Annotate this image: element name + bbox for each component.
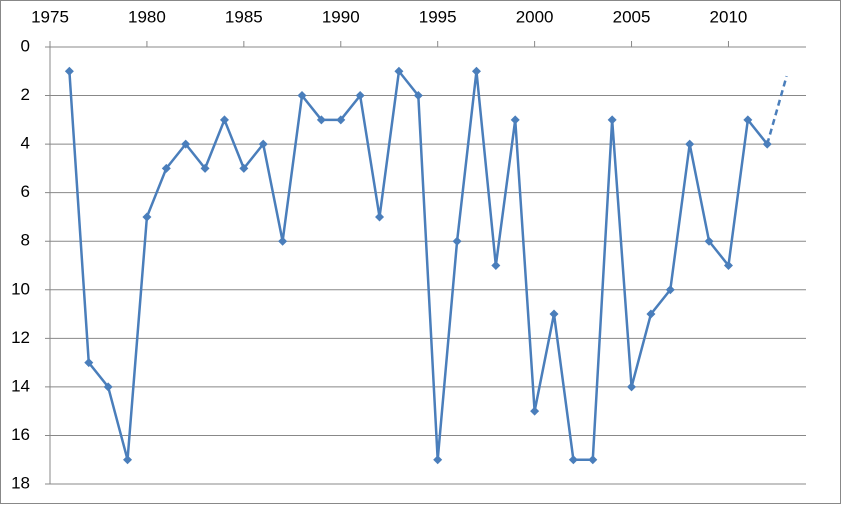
data-point <box>723 261 733 270</box>
data-point <box>665 285 675 295</box>
data-point <box>704 236 714 246</box>
data-point <box>336 115 346 125</box>
y-tick-label: 8 <box>21 231 30 250</box>
data-point <box>471 66 481 76</box>
data-point <box>452 236 462 246</box>
y-tick-label: 2 <box>21 85 30 104</box>
data-point <box>278 236 288 246</box>
x-tick-label: 2010 <box>710 7 748 26</box>
data-point <box>510 115 520 125</box>
projection-line <box>766 75 788 145</box>
y-tick-label: 12 <box>11 328 30 347</box>
data-point <box>646 309 656 319</box>
x-tick-label: 2005 <box>613 7 651 26</box>
data-point <box>84 358 94 368</box>
data-point <box>103 382 113 392</box>
x-tick-label: 2000 <box>516 7 554 26</box>
data-point <box>588 455 598 465</box>
y-tick-label: 4 <box>21 134 30 153</box>
y-tick-label: 0 <box>21 36 30 55</box>
data-point <box>316 115 326 125</box>
data-point <box>258 139 268 149</box>
y-tick-label: 14 <box>11 376 30 395</box>
data-point <box>627 382 637 392</box>
data-point <box>549 309 559 319</box>
data-point <box>123 455 133 465</box>
data-point <box>433 455 443 465</box>
data-point <box>743 115 753 125</box>
data-point <box>200 163 210 173</box>
data-point <box>491 261 501 270</box>
x-tick-label: 1985 <box>225 7 263 26</box>
data-point <box>530 406 540 416</box>
y-tick-label: 6 <box>21 182 30 201</box>
x-tick-label: 1990 <box>322 7 360 26</box>
data-point <box>375 212 385 222</box>
data-point <box>161 163 171 173</box>
x-tick-label: 1975 <box>31 7 69 26</box>
x-tick-label: 1980 <box>128 7 166 26</box>
y-tick-label: 10 <box>11 279 30 298</box>
data-point <box>297 91 307 101</box>
data-point <box>181 139 191 149</box>
data-point <box>355 91 365 101</box>
y-tick-label: 18 <box>11 473 30 492</box>
data-point <box>607 115 617 125</box>
data-point <box>685 139 695 149</box>
data-point <box>64 66 74 76</box>
data-point <box>239 163 249 173</box>
data-point <box>142 212 152 222</box>
data-point <box>219 115 229 125</box>
data-point <box>413 91 423 101</box>
y-tick-label: 16 <box>11 425 30 444</box>
x-tick-label: 1995 <box>419 7 457 26</box>
data-point <box>394 66 404 76</box>
data-point <box>568 455 578 465</box>
